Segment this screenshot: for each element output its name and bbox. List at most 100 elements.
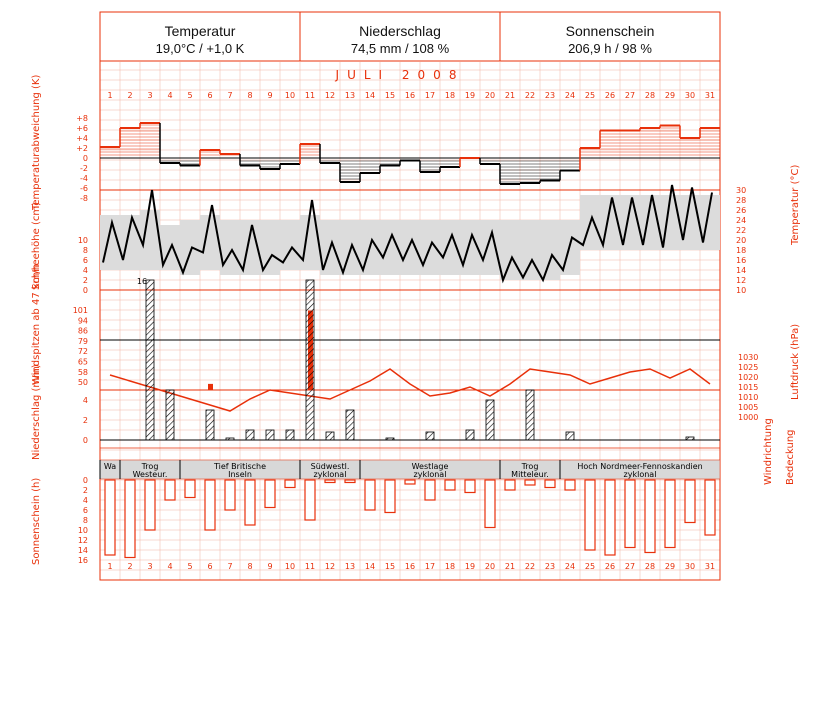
anomaly-tick: -2 [80, 164, 88, 173]
day-label-top: 14 [365, 91, 375, 100]
day-label-bottom: 11 [305, 562, 315, 571]
temperature-axis-label: Temperatur (°C) [790, 164, 801, 245]
weather-type-label: Trog [521, 462, 539, 471]
temperature-tick: 28 [736, 196, 746, 205]
anomaly-bar [259, 160, 280, 170]
temperature-value: 19,0°C / +1,0 K [155, 41, 245, 56]
sunshine-bar [304, 479, 316, 521]
anomaly-bar [379, 160, 400, 173]
sunshine-bar [384, 479, 396, 514]
precip-bar [145, 279, 155, 441]
day-label-top: 6 [207, 91, 212, 100]
anomaly-bar [139, 122, 160, 156]
sunshine-tick: 10 [78, 526, 88, 535]
day-label-bottom: 3 [147, 562, 152, 571]
sunshine-bar [644, 479, 656, 554]
cloud-axis-label: Bedeckung [785, 429, 796, 485]
temperature-band [540, 220, 560, 280]
temperature-tick: 14 [736, 266, 746, 275]
anomaly-bar [399, 159, 420, 166]
pressure-tick: 1020 [738, 373, 758, 382]
sunshine-bar [564, 479, 576, 491]
day-label-bottom: 22 [525, 562, 535, 571]
temperature-band [440, 220, 460, 275]
snow-tick: 2 [83, 276, 88, 285]
pressure-tick: 1030 [738, 353, 758, 362]
precip-bar [525, 389, 535, 441]
day-label-top: 16 [405, 91, 415, 100]
day-label-top: 15 [385, 91, 395, 100]
weather-type-label: Wa [104, 462, 116, 471]
gust-tick: 72 [78, 347, 88, 356]
snow-tick: 6 [83, 256, 88, 265]
anomaly-tick: +6 [76, 124, 88, 133]
anomaly-bar [159, 123, 180, 164]
temperature-band [200, 215, 220, 270]
sunshine-bar [684, 479, 696, 524]
anomaly-bar [579, 147, 600, 171]
sunshine-bar [144, 479, 156, 531]
temperature-band [680, 195, 700, 250]
day-label-bottom: 23 [545, 562, 555, 571]
pressure-axis-label: Luftdruck (hPa) [790, 323, 801, 400]
day-label-top: 28 [645, 91, 655, 100]
day-label-top: 4 [167, 91, 172, 100]
anomaly-bar [479, 158, 500, 165]
sunshine-bar [104, 479, 116, 556]
anomaly-bar [659, 124, 680, 156]
day-label-bottom: 24 [565, 562, 575, 571]
sunshine-bar [244, 479, 256, 526]
precip-bar [425, 431, 435, 441]
anomaly-tick: +2 [76, 144, 88, 153]
gust-tick: 101 [73, 306, 88, 315]
precip-bar [345, 409, 355, 441]
anomaly-bar [639, 127, 660, 156]
sunshine-bar [344, 479, 356, 484]
precip-bar [225, 437, 235, 441]
temperature-band [480, 220, 500, 275]
gust-tick: 50 [78, 378, 88, 387]
precip-bar [305, 279, 315, 441]
sunshine-bar [224, 479, 236, 511]
day-label-bottom: 27 [625, 562, 635, 571]
day-label-top: 12 [325, 91, 335, 100]
precip-tick: 0 [83, 436, 88, 445]
precip-bar [245, 429, 255, 441]
day-label-top: 13 [345, 91, 355, 100]
day-label-top: 30 [685, 91, 695, 100]
sunshine-bar [284, 479, 296, 489]
day-label-bottom: 10 [285, 562, 295, 571]
precip-bar [685, 436, 695, 441]
day-label-bottom: 13 [345, 562, 355, 571]
day-label-top: 22 [525, 91, 535, 100]
gust-tick: 58 [78, 368, 88, 377]
temperature-band [140, 210, 160, 270]
sunshine-tick: 14 [78, 546, 88, 555]
anomaly-tick: +4 [76, 134, 88, 143]
weather-type-label: Trog [141, 462, 159, 471]
day-label-bottom: 19 [465, 562, 475, 571]
sunshine-tick: 0 [83, 476, 88, 485]
weather-type-label: Südwestl. [311, 462, 350, 471]
day-label-top: 1 [107, 91, 112, 100]
temperature-tick: 22 [736, 226, 746, 235]
precip-bar [205, 409, 215, 441]
day-label-top: 31 [705, 91, 715, 100]
weather-type-label: Hoch Nordmeer-Fennoskandien [577, 462, 702, 471]
weather-type-label: zyklonal [624, 470, 657, 479]
sunshine-tick: 12 [78, 536, 88, 545]
precip-bar [565, 431, 575, 441]
temperature-tick: 26 [736, 206, 746, 215]
sunshine-tick: 8 [83, 516, 88, 525]
anomaly-bar [359, 160, 380, 182]
chart-frame [99, 60, 721, 581]
temperature-band [300, 215, 320, 270]
day-label-top: 21 [505, 91, 515, 100]
month-label: JULI 2008 [335, 68, 465, 82]
anomaly-bar [620, 129, 640, 156]
snow-tick: 4 [83, 266, 88, 275]
sunshine-tick: 16 [78, 556, 88, 565]
day-label-bottom: 28 [645, 562, 655, 571]
sunshine-bar [264, 479, 276, 509]
